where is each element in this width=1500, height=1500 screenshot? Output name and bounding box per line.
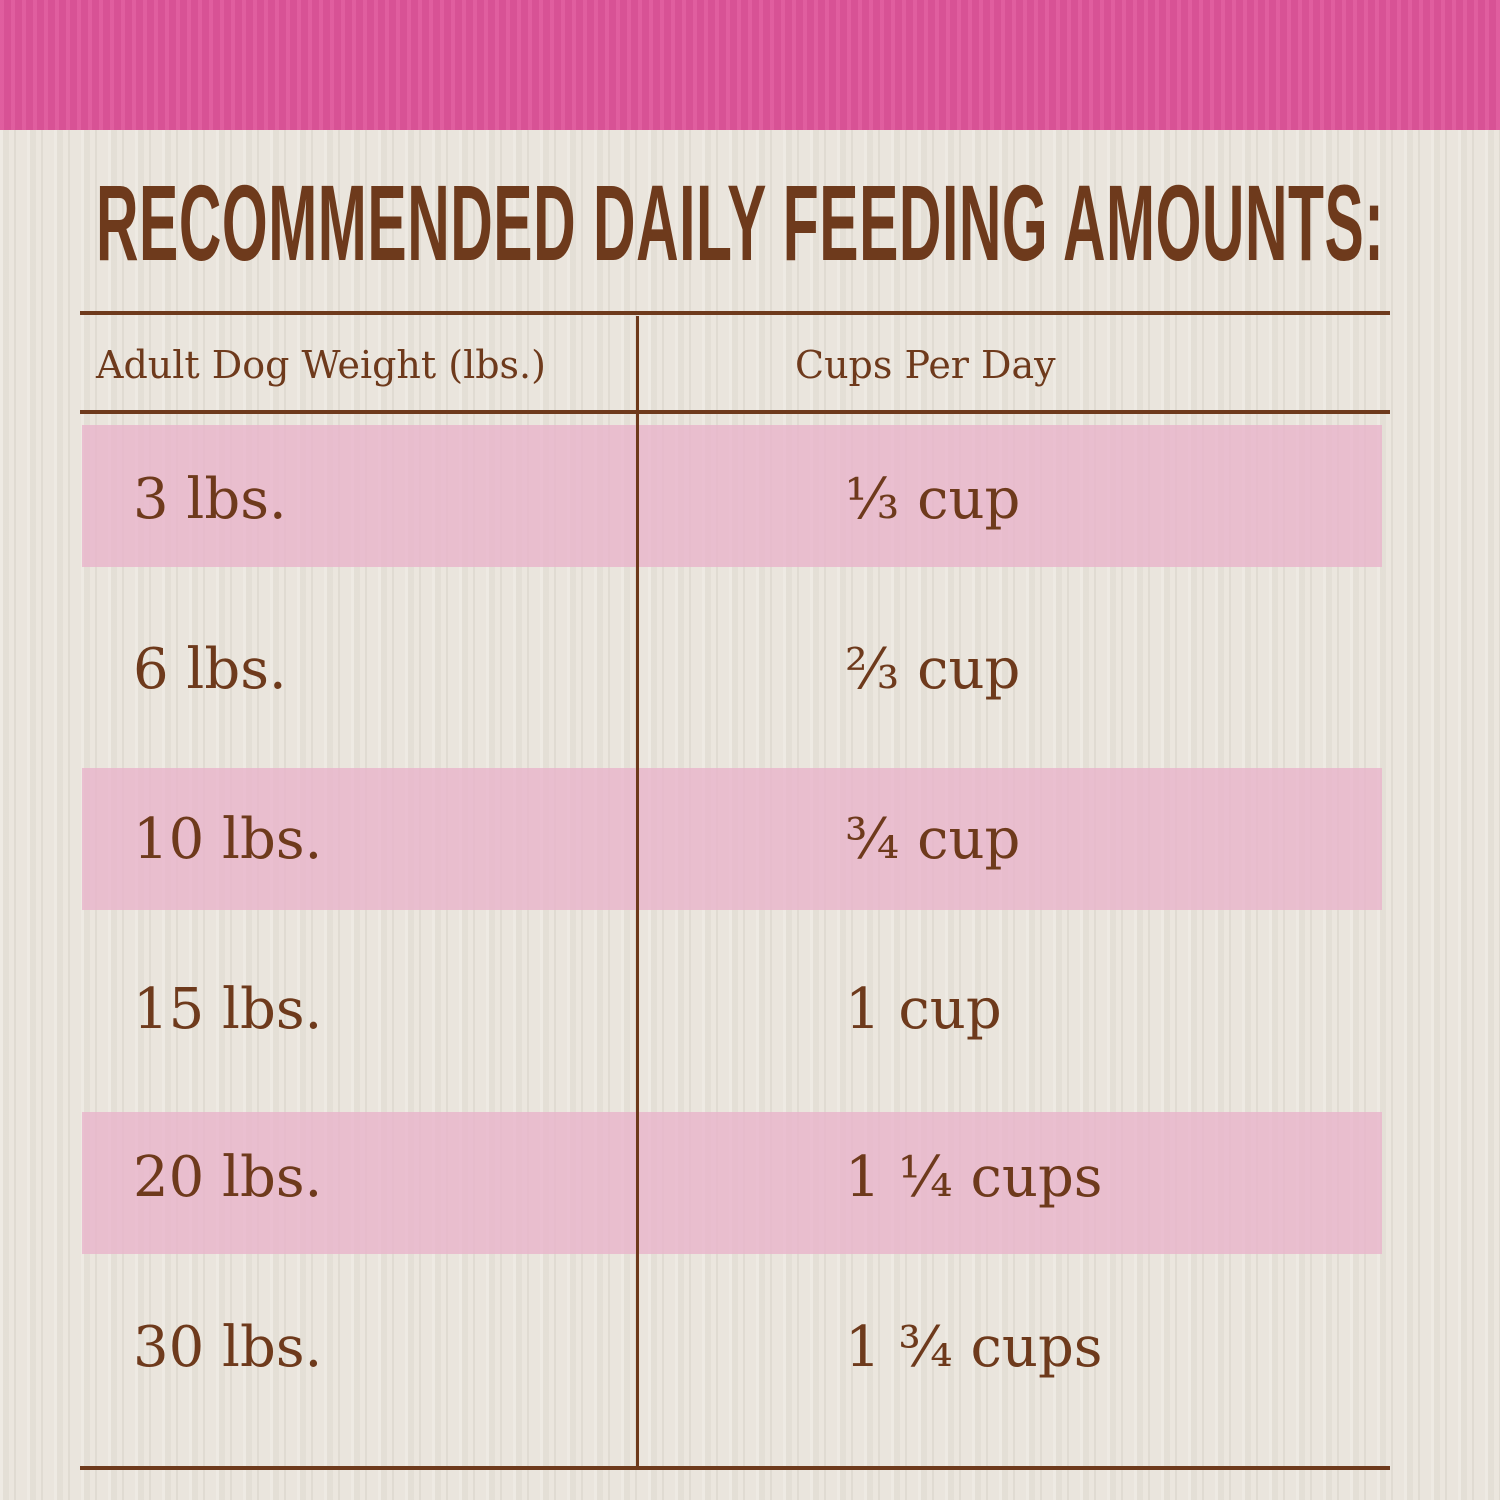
header-rule [80,410,1390,414]
page-title: RECOMMENDED DAILY FEEDING AMOUNTS: [96,162,1385,283]
cups-cell: 1 cup [845,977,1002,1042]
top-pink-band [0,0,1500,130]
header-weight: Adult Dog Weight (lbs.) [96,343,546,387]
weight-cell: 15 lbs. [133,977,323,1042]
header-cups: Cups Per Day [795,343,1056,387]
weight-cell: 6 lbs. [133,637,287,702]
cups-cell: ¾ cup [845,807,1021,872]
row-stripe [82,425,1382,567]
table-bottom-rule [80,1466,1390,1470]
weight-cell: 20 lbs. [133,1145,323,1210]
cups-cell: 1 ¼ cups [845,1145,1103,1210]
table-top-rule [80,311,1390,315]
cups-cell: ⅔ cup [845,637,1021,702]
cups-cell: ⅓ cup [845,467,1021,532]
weight-cell: 30 lbs. [133,1315,323,1380]
weight-cell: 10 lbs. [133,807,323,872]
row-stripe [82,1112,1382,1254]
cups-cell: 1 ¾ cups [845,1315,1103,1380]
column-divider [636,316,639,1468]
row-stripe [82,768,1382,910]
weight-cell: 3 lbs. [133,467,287,532]
